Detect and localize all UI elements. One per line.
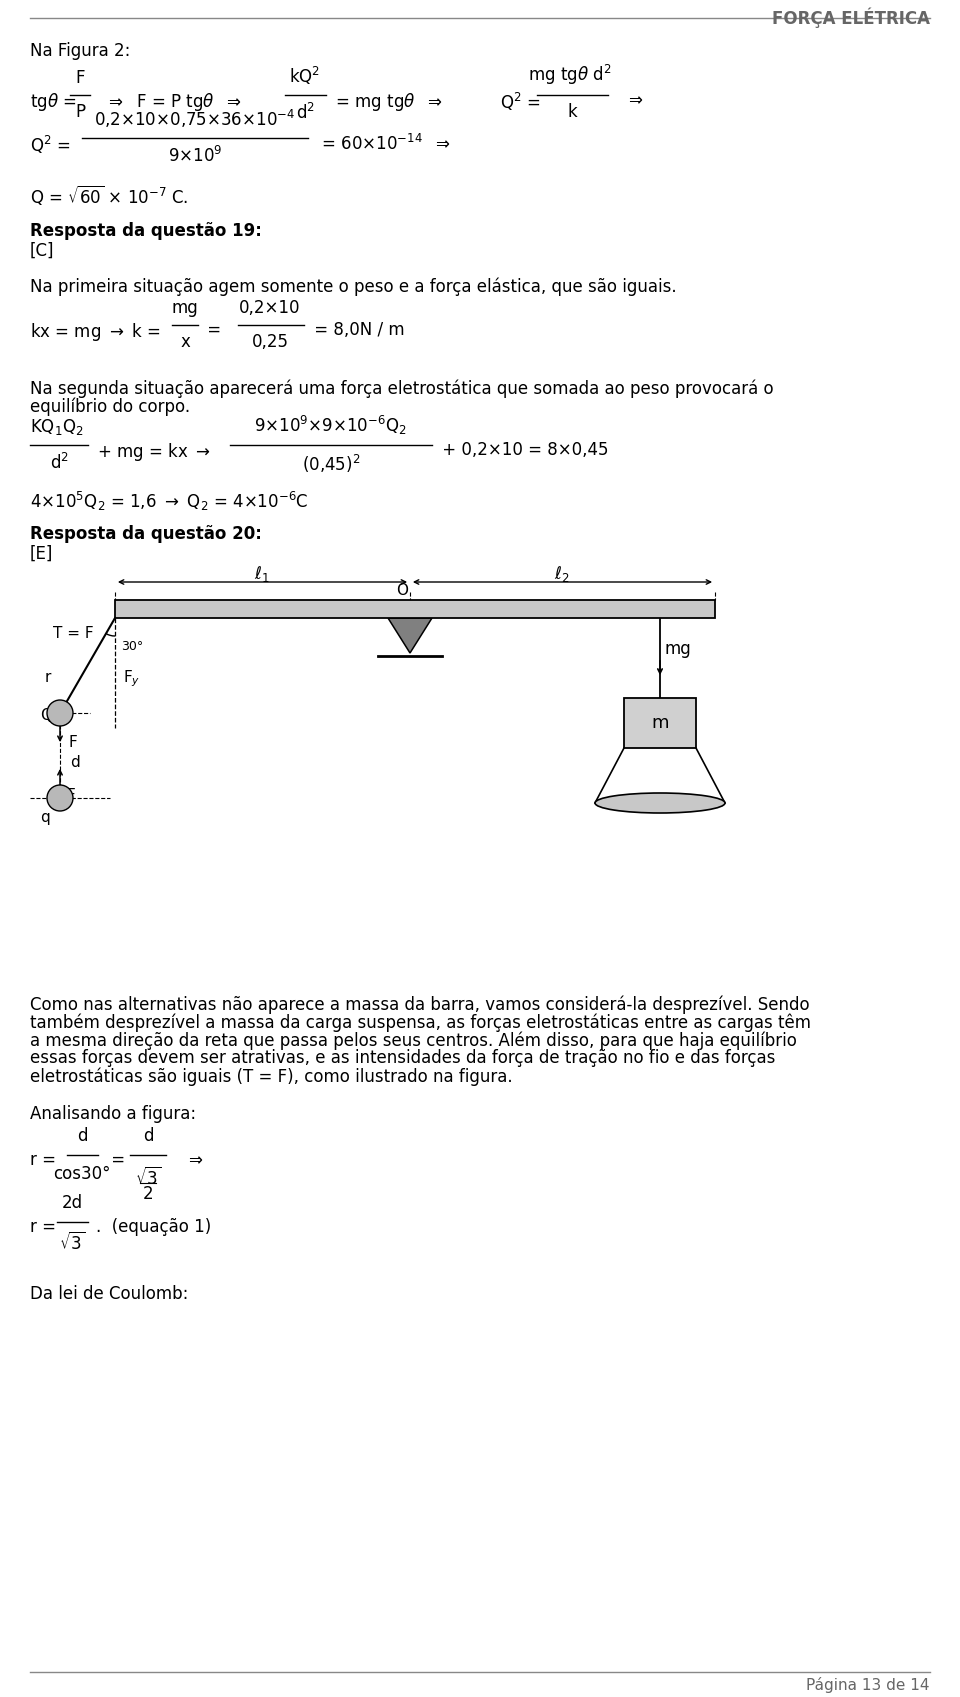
Text: $\sqrt{3}$: $\sqrt{3}$ xyxy=(59,1232,85,1254)
Text: equilíbrio do corpo.: equilíbrio do corpo. xyxy=(30,399,190,416)
Text: r =: r = xyxy=(30,1218,56,1235)
Text: P: P xyxy=(75,104,85,120)
Text: 9×10$^9$: 9×10$^9$ xyxy=(168,146,222,166)
Text: 0,2×10×0,75×36×10$^{-4}$: 0,2×10×0,75×36×10$^{-4}$ xyxy=(94,109,296,131)
Text: d$^2$: d$^2$ xyxy=(50,453,68,473)
Text: F: F xyxy=(75,70,84,87)
Text: a mesma direção da reta que passa pelos seus centros. Além disso, para que haja : a mesma direção da reta que passa pelos … xyxy=(30,1032,797,1049)
Text: Q$^2$ =: Q$^2$ = xyxy=(500,92,540,114)
Text: =: = xyxy=(106,1151,125,1169)
Text: Q$^2$ =: Q$^2$ = xyxy=(30,134,71,156)
Text: [C]: [C] xyxy=(30,243,55,260)
Text: k: k xyxy=(567,104,577,120)
Bar xyxy=(115,601,715,618)
Text: eletrostáticas são iguais (T = F), como ilustrado na figura.: eletrostáticas são iguais (T = F), como … xyxy=(30,1067,513,1086)
Text: d: d xyxy=(143,1127,154,1145)
Text: Na segunda situação aparecerá uma força eletrostática que somada ao peso provoca: Na segunda situação aparecerá uma força … xyxy=(30,380,774,399)
Text: 0,2×10: 0,2×10 xyxy=(239,299,300,317)
Text: Como nas alternativas não aparece a massa da barra, vamos considerá-la desprezív: Como nas alternativas não aparece a mass… xyxy=(30,994,809,1013)
Text: d$^2$: d$^2$ xyxy=(296,104,315,124)
Text: [E]: [E] xyxy=(30,545,54,563)
Text: KQ$_1$Q$_2$: KQ$_1$Q$_2$ xyxy=(30,417,84,438)
Text: d: d xyxy=(77,1127,87,1145)
Text: Na Figura 2:: Na Figura 2: xyxy=(30,42,131,59)
Text: 4×10$^5$Q$_2$ = 1,6 $\rightarrow$ Q$_2$ = 4×10$^{-6}$C: 4×10$^5$Q$_2$ = 1,6 $\rightarrow$ Q$_2$ … xyxy=(30,490,308,512)
Text: Q = $\sqrt{60}$ × 10$^{-7}$ C.: Q = $\sqrt{60}$ × 10$^{-7}$ C. xyxy=(30,183,188,207)
Text: F: F xyxy=(68,735,77,750)
Text: O: O xyxy=(396,584,408,597)
Text: = 8,0N / m: = 8,0N / m xyxy=(309,321,404,339)
Text: Resposta da questão 19:: Resposta da questão 19: xyxy=(30,222,262,239)
Text: $\sqrt{3}$: $\sqrt{3}$ xyxy=(134,1168,161,1190)
Text: $\ell_1$: $\ell_1$ xyxy=(254,563,270,584)
Text: (0,45)$^2$: (0,45)$^2$ xyxy=(301,453,360,475)
Text: + 0,2×10 = 8×0,45: + 0,2×10 = 8×0,45 xyxy=(437,441,609,458)
Text: x: x xyxy=(180,333,190,351)
Circle shape xyxy=(47,786,73,811)
Text: 2d: 2d xyxy=(61,1195,83,1212)
Circle shape xyxy=(47,699,73,726)
Text: 2: 2 xyxy=(143,1185,154,1203)
Text: 9×10$^9$×9×10$^{-6}$Q$_2$: 9×10$^9$×9×10$^{-6}$Q$_2$ xyxy=(253,414,406,438)
Polygon shape xyxy=(388,618,432,653)
Text: kx = mg $\rightarrow$ k =: kx = mg $\rightarrow$ k = xyxy=(30,321,160,343)
Text: $\Rightarrow$: $\Rightarrow$ xyxy=(615,92,644,109)
Text: Na primeira situação agem somente o peso e a força elástica, que são iguais.: Na primeira situação agem somente o peso… xyxy=(30,278,677,297)
Text: mg: mg xyxy=(665,640,692,658)
Text: r =: r = xyxy=(30,1151,56,1169)
Text: + mg = kx $\rightarrow$: + mg = kx $\rightarrow$ xyxy=(92,441,211,463)
Text: tg$\theta$ =: tg$\theta$ = xyxy=(30,92,77,114)
Text: F: F xyxy=(66,787,75,803)
Text: FORÇA ELÉTRICA: FORÇA ELÉTRICA xyxy=(772,8,930,29)
Text: T = F: T = F xyxy=(53,626,94,641)
Text: Q: Q xyxy=(40,708,52,723)
Text: = mg tg$\theta$  $\Rightarrow$: = mg tg$\theta$ $\Rightarrow$ xyxy=(330,92,443,114)
Text: 30°: 30° xyxy=(121,640,143,653)
Text: =: = xyxy=(202,321,221,339)
Text: $\Rightarrow$  F = P tg$\theta$  $\Rightarrow$: $\Rightarrow$ F = P tg$\theta$ $\Rightar… xyxy=(95,92,242,114)
Text: mg: mg xyxy=(172,299,199,317)
Text: Analisando a figura:: Analisando a figura: xyxy=(30,1105,196,1123)
Text: q: q xyxy=(40,809,50,825)
Text: m: m xyxy=(651,714,669,731)
Text: .  (equação 1): . (equação 1) xyxy=(96,1218,211,1235)
Text: 0,25: 0,25 xyxy=(252,333,289,351)
Bar xyxy=(624,697,696,748)
Text: F$_y$: F$_y$ xyxy=(123,669,140,689)
Text: mg tg$\theta$ d$^2$: mg tg$\theta$ d$^2$ xyxy=(528,63,612,87)
Text: = 60×10$^{-14}$  $\Rightarrow$: = 60×10$^{-14}$ $\Rightarrow$ xyxy=(316,134,451,154)
Text: essas forças devem ser atrativas, e as intensidades da força de tração no fio e : essas forças devem ser atrativas, e as i… xyxy=(30,1049,776,1067)
Text: d: d xyxy=(70,755,80,770)
Text: kQ$^2$: kQ$^2$ xyxy=(289,64,321,87)
Text: $\Rightarrow$: $\Rightarrow$ xyxy=(175,1151,204,1169)
Text: r: r xyxy=(45,670,52,686)
Text: Resposta da questão 20:: Resposta da questão 20: xyxy=(30,524,262,543)
Text: Da lei de Coulomb:: Da lei de Coulomb: xyxy=(30,1285,188,1303)
Text: também desprezível a massa da carga suspensa, as forças eletrostáticas entre as : também desprezível a massa da carga susp… xyxy=(30,1013,811,1032)
Text: $\ell_2$: $\ell_2$ xyxy=(554,563,569,584)
Text: cos30°: cos30° xyxy=(53,1166,110,1183)
Ellipse shape xyxy=(595,792,725,813)
Text: Página 13 de 14: Página 13 de 14 xyxy=(806,1677,930,1694)
